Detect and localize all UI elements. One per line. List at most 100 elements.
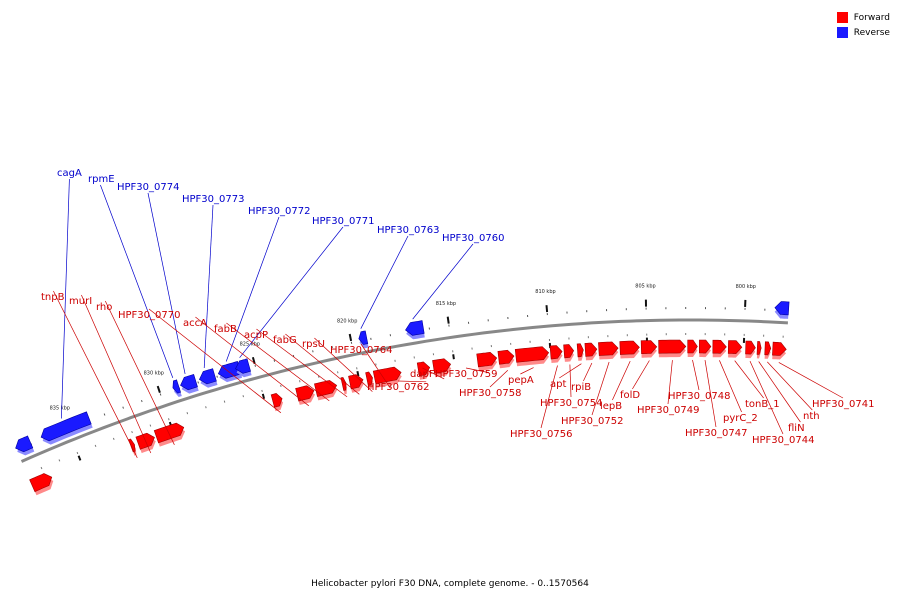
hpf30-0756-gene[interactable] (549, 345, 563, 360)
hpf30-0770-gene[interactable] (270, 393, 283, 408)
inner-major-tick (452, 354, 455, 360)
lepb-label[interactable]: lepB (600, 401, 622, 412)
rpsu-leader (314, 337, 373, 392)
tnpb-gene[interactable] (128, 438, 136, 453)
hpf30-0749-label[interactable]: HPF30_0749 (637, 405, 699, 416)
hpf30-0758-leader (489, 370, 509, 388)
tnpb-leader (53, 290, 138, 458)
rho-label[interactable]: rho (96, 302, 112, 313)
rpme-gene[interactable] (172, 379, 181, 394)
rpib-label[interactable]: rpiB (571, 382, 591, 393)
hpf30-0770-label[interactable]: HPF30_0770 (118, 310, 180, 321)
hpf30-0763-gene[interactable] (358, 330, 369, 345)
hpf30-0762-label[interactable]: HPF30_0762 (367, 382, 429, 393)
hpf30-0760-leader (412, 243, 474, 320)
legend-reverse: Reverse (836, 25, 890, 40)
fabb-label[interactable]: fabB (214, 324, 237, 335)
rpib-gene[interactable] (584, 342, 598, 357)
tick-label: 815 kbp (436, 301, 456, 307)
dapf-label[interactable]: dapF (410, 369, 435, 380)
lepb-gene[interactable] (619, 340, 640, 355)
hpf30-0754-label[interactable]: HPF30_0754 (540, 398, 602, 409)
acca-label[interactable]: accA (183, 318, 207, 329)
hpf30-0772-gene[interactable] (217, 361, 242, 379)
hpf30-0748-leader (692, 359, 700, 391)
hpf30-0747-gene[interactable] (698, 339, 712, 354)
hpf30-0754-gene[interactable] (563, 344, 575, 359)
minor-tick (197, 381, 199, 384)
pyrc-2-label[interactable]: pyrC_2 (723, 413, 758, 424)
tonb-1-gene[interactable] (727, 340, 743, 355)
nth-gene[interactable] (764, 341, 772, 356)
acca-gene[interactable] (295, 385, 315, 402)
hpf30-0752-leader (591, 361, 610, 416)
major-tick (348, 333, 353, 342)
hpf30-0758-label[interactable]: HPF30_0758 (459, 388, 521, 399)
caga-label[interactable]: cagA (57, 168, 82, 179)
hpf30-0749-gene[interactable] (658, 339, 687, 354)
tnpb-label[interactable]: tnpB (41, 292, 65, 303)
hpf30-0774-gene[interactable] (180, 374, 198, 391)
pyrc-2-gene[interactable] (712, 339, 727, 354)
hpf30-0760-gene[interactable] (405, 320, 425, 336)
hpf30-0759-gene[interactable] (476, 351, 498, 368)
hpf30-0764-label[interactable]: HPF30_0764 (330, 345, 392, 356)
minor-tick (103, 413, 106, 416)
caga-gene[interactable] (40, 411, 92, 442)
inner-major-tick (356, 371, 360, 377)
unnamed-gene[interactable] (29, 473, 53, 493)
hpf30-0748-gene[interactable] (687, 339, 698, 354)
apt-label[interactable]: apt (550, 379, 566, 390)
hpf30-0744-label[interactable]: HPF30_0744 (752, 435, 814, 446)
nth-label[interactable]: nth (803, 411, 820, 422)
hpf30-0773-label[interactable]: HPF30_0773 (182, 194, 244, 205)
apt-gene[interactable] (576, 343, 584, 358)
hpf30-0760-label[interactable]: HPF30_0760 (442, 233, 504, 244)
nth-leader (767, 361, 813, 411)
unnamed-gene[interactable] (15, 435, 34, 453)
fold-gene[interactable] (640, 340, 658, 355)
hpf30-0771-label[interactable]: HPF30_0771 (312, 216, 374, 227)
rpsu-label[interactable]: rpsU (302, 339, 325, 350)
hpf30-0756-leader (540, 365, 558, 429)
hpf30-0748-label[interactable]: HPF30_0748 (668, 391, 730, 402)
acpp-label[interactable]: acpP (244, 330, 268, 341)
caga-leader (61, 178, 70, 419)
hpf30-0752-label[interactable]: HPF30_0752 (561, 416, 623, 427)
hpf30-0774-label[interactable]: HPF30_0774 (117, 182, 179, 193)
hpf30-0772-label[interactable]: HPF30_0772 (248, 206, 310, 217)
muri-label[interactable]: murI (69, 296, 92, 307)
hpf30-0764-gene[interactable] (372, 366, 402, 385)
rpsu-gene[interactable] (365, 371, 373, 386)
hpf30-0758-gene[interactable] (497, 349, 515, 365)
muri-gene[interactable] (135, 432, 155, 450)
tonb-1-label[interactable]: tonB_1 (745, 399, 780, 410)
inner-tick (205, 406, 207, 409)
hpf30-0756-label[interactable]: HPF30_0756 (510, 429, 572, 440)
inner-tick (318, 375, 320, 378)
forward-swatch (836, 12, 848, 23)
hpf30-0763-label[interactable]: HPF30_0763 (377, 225, 439, 236)
flin-gene[interactable] (756, 341, 762, 355)
acpp-gene[interactable] (340, 377, 347, 391)
muri-leader (81, 294, 152, 454)
flin-label[interactable]: fliN (788, 423, 805, 434)
hpf30-0759-label[interactable]: HPF30_0759 (435, 369, 497, 380)
pepa-gene[interactable] (514, 346, 550, 363)
hpf30-0747-label[interactable]: HPF30_0747 (685, 428, 747, 439)
forward-legend-label: Forward (853, 12, 890, 23)
hpf30-0773-gene[interactable] (199, 368, 217, 385)
inner-tick (131, 431, 133, 434)
dapf-gene[interactable] (432, 358, 452, 374)
unnamed-gene[interactable] (774, 301, 790, 316)
hpf30-0741-label[interactable]: HPF30_0741 (812, 399, 874, 410)
pepa-label[interactable]: pepA (508, 375, 534, 386)
hpf30-0744-gene[interactable] (745, 340, 756, 355)
inner-major-tick (77, 455, 82, 461)
rpme-label[interactable]: rpmE (88, 174, 115, 185)
hpf30-0741-gene[interactable] (772, 341, 787, 356)
hpf30-0752-gene[interactable] (598, 341, 619, 356)
fold-label[interactable]: folD (620, 390, 640, 401)
hpf30-0771-gene[interactable] (235, 358, 251, 374)
fabg-label[interactable]: fabG (273, 335, 297, 346)
